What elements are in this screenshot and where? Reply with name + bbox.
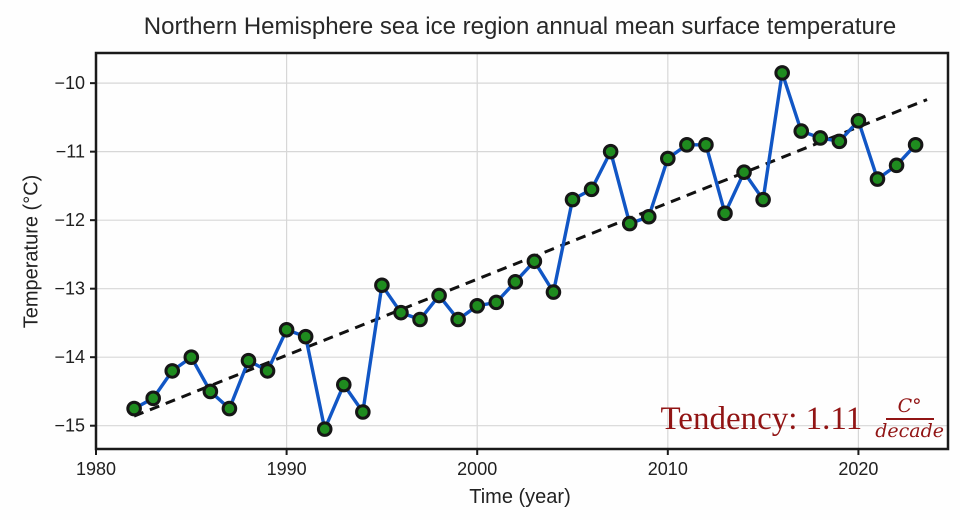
data-point [831, 133, 848, 150]
data-point [545, 284, 562, 300]
data-point [221, 400, 238, 417]
svg-text:2010: 2010 [648, 459, 688, 479]
data-point [774, 65, 790, 81]
data-point [888, 157, 905, 174]
data-point [869, 171, 886, 187]
data-point [583, 181, 600, 198]
svg-text:1980: 1980 [76, 459, 116, 479]
data-point [850, 113, 867, 129]
axis-ticks [90, 82, 860, 455]
svg-text:−11: −11 [56, 142, 85, 162]
tendency-text: Tendency: 1.11 [660, 400, 863, 437]
data-point [564, 191, 581, 208]
svg-text:−10: −10 [54, 73, 85, 93]
data-point [469, 298, 486, 314]
data-point [488, 294, 505, 311]
tendency-fraction-denominator: decade [875, 420, 944, 443]
data-point [316, 421, 333, 437]
data-point [374, 277, 390, 294]
data-point [335, 376, 352, 393]
data-point [660, 150, 676, 167]
data-point [602, 143, 619, 160]
data-point-markers [126, 65, 924, 437]
plot-border [94, 51, 950, 451]
data-point [755, 191, 771, 208]
data-point [450, 311, 466, 328]
data-point [412, 311, 428, 328]
data-point [698, 137, 714, 153]
data-point [717, 205, 733, 222]
data-point [640, 208, 657, 225]
data-point [507, 274, 524, 290]
tendency-fraction: C° decade [875, 395, 944, 443]
svg-text:1990: 1990 [267, 459, 307, 479]
data-point [202, 383, 219, 400]
y-axis-label: Temperature (°C) [20, 174, 43, 329]
data-point [793, 123, 810, 139]
x-tick-labels: 1980 1990 2000 2010 2020 [76, 459, 878, 479]
gridlines [95, 53, 948, 449]
data-point [355, 404, 371, 420]
data-point [145, 390, 161, 407]
data-point [259, 363, 276, 379]
data-point [278, 321, 295, 338]
svg-text:2020: 2020 [838, 459, 878, 479]
tendency-fraction-numerator: C° [885, 395, 934, 421]
data-point [164, 363, 181, 379]
data-point [297, 328, 314, 345]
svg-text:−15: −15 [54, 416, 85, 436]
data-point [812, 130, 829, 146]
svg-text:2000: 2000 [457, 459, 497, 479]
svg-text:−13: −13 [54, 279, 85, 299]
svg-text:−14: −14 [54, 347, 85, 367]
data-point [240, 352, 257, 369]
data-point [126, 400, 142, 417]
data-point [679, 137, 695, 153]
tendency-annotation: Tendency: 1.11 C° decade [660, 395, 944, 443]
data-point [907, 137, 924, 153]
chart-title: Northern Hemisphere sea ice region annua… [143, 13, 897, 40]
data-point [736, 164, 752, 181]
y-tick-labels: −10 −11 −12 −13 −14 −15 [54, 73, 85, 436]
data-point [431, 287, 447, 304]
svg-text:−12: −12 [54, 210, 85, 230]
data-point [183, 349, 200, 365]
data-point [526, 253, 543, 270]
data-point [621, 215, 638, 232]
x-axis-label: Time (year) [469, 486, 571, 508]
data-point [393, 304, 409, 321]
